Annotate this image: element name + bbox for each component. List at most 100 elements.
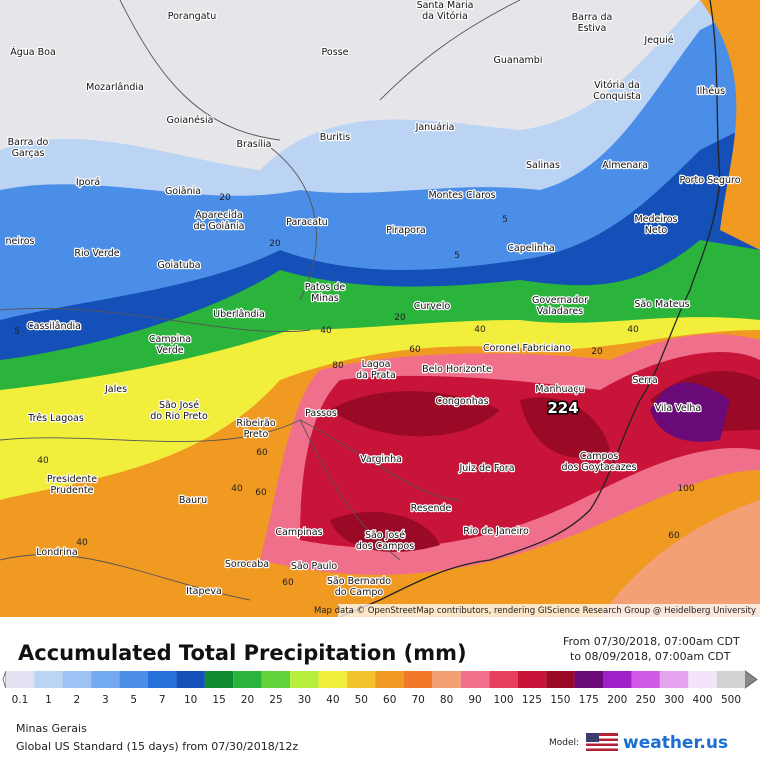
colorbar-swatch <box>631 671 660 688</box>
city-label: Campinas <box>275 527 322 538</box>
colorbar-label: 80 <box>440 694 453 706</box>
ocean-precip <box>600 500 760 617</box>
city-label: Cassilândia <box>27 321 81 332</box>
contour-label: 5 <box>454 251 460 261</box>
city-label: Montes Claros <box>428 190 495 201</box>
city-label: Rio Verde <box>74 248 119 259</box>
contour-label: 60 <box>668 531 680 541</box>
colorbar-swatch <box>603 671 632 688</box>
city-label: Congonhas <box>435 396 488 407</box>
city-label: Almenara <box>602 160 648 171</box>
city-label: Neto <box>645 225 668 236</box>
colorbar-swatch <box>517 671 547 688</box>
colorbar-swatch <box>489 671 518 688</box>
city-label: Mozarlândia <box>86 82 144 93</box>
attribution: Map data © OpenStreetMap contributors, r… <box>314 606 756 616</box>
city-label: Pirapora <box>386 225 425 236</box>
contour-label: 80 <box>332 361 344 371</box>
colorbar-swatch <box>432 671 461 688</box>
colorbar-label: 60 <box>383 694 396 706</box>
city-label: Preto <box>244 429 269 440</box>
city-label: Serra <box>632 375 657 386</box>
city-label: Capelinha <box>507 243 554 254</box>
colorbar-label: 7 <box>159 694 166 706</box>
legend-title: Accumulated Total Precipitation (mm) <box>18 641 467 665</box>
city-label: Três Lagoas <box>27 413 84 424</box>
colorbar-label: 30 <box>298 694 311 706</box>
contour-label: 40 <box>37 456 49 466</box>
colorbar-label: 175 <box>579 694 599 706</box>
city-label: Varginha <box>360 454 402 465</box>
colorbar-swatch <box>460 671 490 688</box>
contour-label: 5 <box>14 327 20 337</box>
city-label: Valadares <box>537 306 583 317</box>
contour-label: 60 <box>256 448 268 458</box>
date-to: to 08/09/2018, 07:00am CDT <box>570 650 731 663</box>
colorbar-label: 20 <box>241 694 254 706</box>
city-label: Conquista <box>593 91 641 102</box>
city-label: São Mateus <box>634 299 689 310</box>
ocean-precip <box>700 0 760 250</box>
city-label: Curvelo <box>414 301 451 312</box>
contour-label: 40 <box>627 325 639 335</box>
colorbar-label: 40 <box>326 694 339 706</box>
colorbar-swatch <box>147 671 177 688</box>
city-label: Londrina <box>36 547 77 558</box>
city-label: Goiatuba <box>157 260 200 271</box>
city-label: Ilhéus <box>697 86 725 97</box>
city-label: Santa Maria <box>417 0 474 11</box>
model-label: Model: <box>549 738 579 748</box>
colorbar-label: 10 <box>184 694 197 706</box>
colorbar-label: 300 <box>664 694 684 706</box>
colorbar-label: 200 <box>607 694 627 706</box>
city-label: Medeiros <box>634 214 677 225</box>
colorbar: 0.1 1 2 3 5 7 10 15 20 25 30 40 50 60 70 80 90 100 125 150 1… <box>2 670 758 706</box>
city-label: Salinas <box>526 160 560 171</box>
contour-label: 40 <box>474 325 486 335</box>
colorbar-swatch <box>5 671 35 688</box>
colorbar-swatch <box>290 671 319 688</box>
city-label: Governador <box>532 295 588 306</box>
city-label: Bauru <box>179 495 207 506</box>
city-label: do Campo <box>335 587 384 598</box>
city-label: Minas <box>311 293 339 304</box>
precip-175 <box>650 382 730 442</box>
colorbar-swatch <box>375 671 404 688</box>
colorbar-arrow-right <box>744 670 758 689</box>
city-label: de Goiânia <box>193 221 244 232</box>
city-label: Água Boa <box>10 46 56 58</box>
colorbar-label: 150 <box>550 694 570 706</box>
city-label: neiros <box>6 236 35 247</box>
contour-labels: 5 5 5 20 20 40 40 40 60 60 80 40 40 60 60 100 60 20 40 20 <box>14 193 695 588</box>
city-label: Jales <box>104 384 127 395</box>
city-label: Goianésia <box>167 115 214 126</box>
city-label: São José <box>365 530 405 541</box>
contour-label: 100 <box>677 484 694 494</box>
city-label: Buritis <box>320 132 350 143</box>
colorbar-swatch <box>574 671 604 688</box>
contour-label: 40 <box>320 326 332 336</box>
city-label: Iporá <box>76 177 100 188</box>
city-label: Prudente <box>51 485 94 496</box>
city-label: dos Campos <box>356 541 414 552</box>
max-label: 224 <box>547 399 578 417</box>
contour-label: 60 <box>255 488 267 498</box>
city-label: Sorocaba <box>225 559 269 570</box>
colorbar-swatch <box>119 671 148 688</box>
city-label: Uberlândia <box>213 309 265 320</box>
colorbar-swatch <box>204 671 234 688</box>
city-label: da Prata <box>356 370 396 381</box>
colorbar-swatch <box>716 671 746 688</box>
colorbar-swatch <box>176 671 205 688</box>
colorbar-swatch <box>347 671 376 688</box>
contour-label: 40 <box>76 538 88 548</box>
city-label: Aparecida <box>195 210 243 221</box>
colorbar-label: 125 <box>522 694 542 706</box>
city-label: Paracatu <box>286 217 328 228</box>
colorbar-swatch <box>688 671 717 688</box>
contour-label: 60 <box>282 578 294 588</box>
colorbar-label: 90 <box>468 694 481 706</box>
us-flag <box>586 733 618 751</box>
